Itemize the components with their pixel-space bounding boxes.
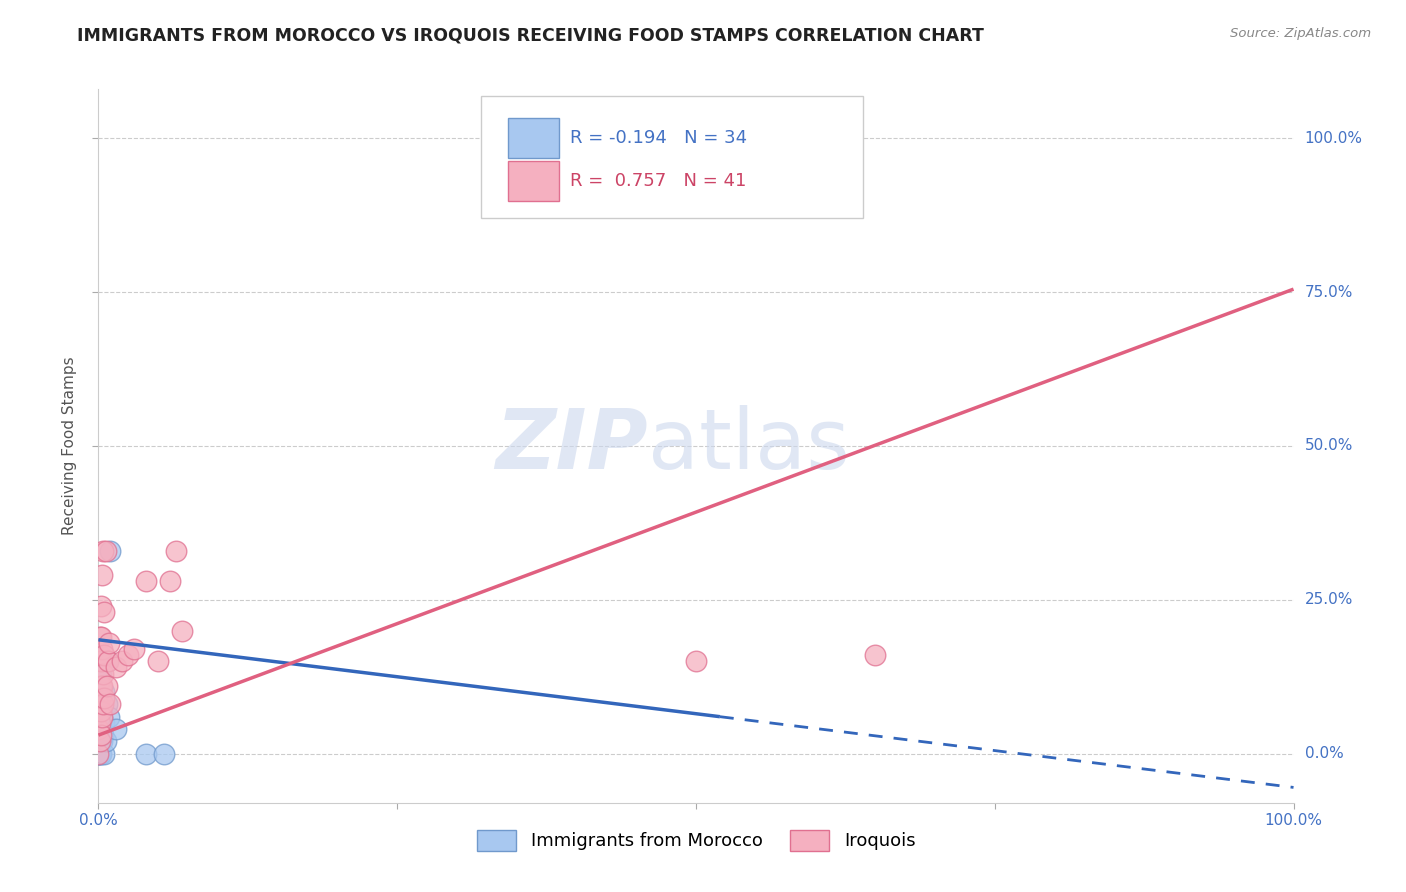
Point — [148, 654, 170, 668]
Point — [93, 747, 115, 761]
Point — [135, 747, 157, 761]
Text: ZIP: ZIP — [495, 406, 648, 486]
Point — [94, 543, 117, 558]
Point — [89, 648, 111, 662]
Legend: Immigrants from Morocco, Iroquois: Immigrants from Morocco, Iroquois — [470, 822, 922, 858]
Point — [91, 734, 114, 748]
Point — [89, 734, 111, 748]
FancyBboxPatch shape — [509, 119, 558, 159]
Point — [685, 654, 707, 668]
Point — [91, 698, 114, 712]
Text: R =  0.757   N = 41: R = 0.757 N = 41 — [571, 172, 747, 190]
Point — [91, 666, 114, 681]
Point — [89, 715, 111, 730]
Text: atlas: atlas — [648, 406, 849, 486]
Point — [93, 648, 115, 662]
Point — [91, 679, 114, 693]
Text: 75.0%: 75.0% — [1305, 285, 1353, 300]
Point — [91, 709, 114, 723]
Point — [98, 636, 121, 650]
Text: R = -0.194   N = 34: R = -0.194 N = 34 — [571, 129, 748, 147]
Point — [97, 654, 120, 668]
Text: 25.0%: 25.0% — [1305, 592, 1353, 607]
Point — [87, 722, 110, 736]
Point — [87, 715, 110, 730]
Point — [96, 679, 118, 693]
Point — [91, 642, 114, 657]
Point — [96, 698, 118, 712]
Point — [90, 722, 112, 736]
Point — [90, 679, 112, 693]
Point — [90, 666, 112, 681]
Point — [89, 630, 111, 644]
Text: IMMIGRANTS FROM MOROCCO VS IROQUOIS RECEIVING FOOD STAMPS CORRELATION CHART: IMMIGRANTS FROM MOROCCO VS IROQUOIS RECE… — [77, 27, 984, 45]
Point — [124, 642, 146, 657]
Point — [91, 704, 114, 718]
Point — [89, 673, 111, 687]
Point — [90, 698, 112, 712]
FancyBboxPatch shape — [481, 96, 863, 218]
Text: 50.0%: 50.0% — [1305, 439, 1353, 453]
Point — [87, 747, 110, 761]
Point — [90, 747, 112, 761]
Point — [98, 698, 122, 712]
Point — [90, 630, 112, 644]
Point — [89, 679, 111, 693]
Point — [105, 722, 128, 736]
Point — [87, 722, 110, 736]
Text: Source: ZipAtlas.com: Source: ZipAtlas.com — [1230, 27, 1371, 40]
Point — [89, 691, 111, 706]
Point — [93, 715, 115, 730]
Point — [89, 666, 111, 681]
Point — [87, 709, 110, 723]
Point — [111, 654, 134, 668]
Point — [89, 734, 111, 748]
Point — [159, 574, 181, 589]
Point — [87, 747, 110, 761]
Point — [87, 704, 110, 718]
Point — [153, 747, 176, 761]
Point — [89, 691, 111, 706]
Point — [105, 660, 128, 674]
Point — [98, 543, 122, 558]
Point — [93, 685, 115, 699]
Point — [91, 728, 114, 742]
Point — [90, 728, 112, 742]
Point — [87, 691, 110, 706]
Point — [89, 704, 111, 718]
Point — [89, 648, 111, 662]
Point — [91, 543, 114, 558]
Point — [93, 605, 115, 619]
Point — [97, 654, 120, 668]
Point — [98, 709, 121, 723]
Point — [89, 722, 111, 736]
Point — [89, 747, 111, 761]
Y-axis label: Receiving Food Stamps: Receiving Food Stamps — [62, 357, 77, 535]
Point — [172, 624, 194, 638]
Point — [94, 734, 117, 748]
Point — [90, 599, 112, 613]
Point — [91, 568, 114, 582]
Text: 100.0%: 100.0% — [1305, 131, 1362, 146]
Point — [87, 734, 110, 748]
Point — [90, 654, 112, 668]
Point — [93, 691, 115, 706]
FancyBboxPatch shape — [509, 161, 558, 202]
Point — [87, 747, 110, 761]
Point — [135, 574, 157, 589]
Text: 0.0%: 0.0% — [1305, 746, 1343, 761]
Point — [87, 698, 110, 712]
Point — [117, 648, 139, 662]
Point — [165, 543, 187, 558]
Point — [90, 704, 112, 718]
Point — [865, 648, 887, 662]
